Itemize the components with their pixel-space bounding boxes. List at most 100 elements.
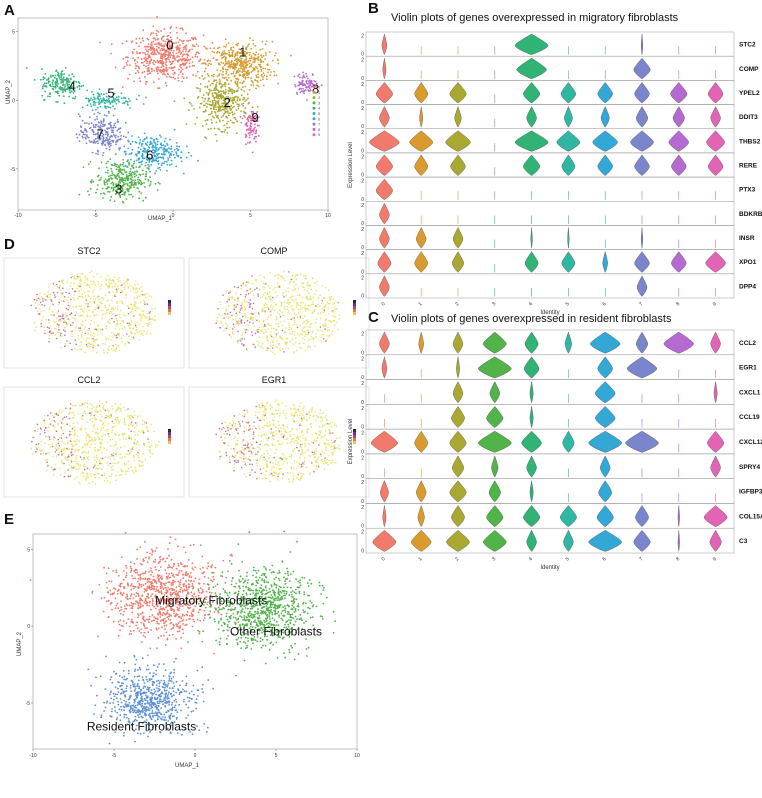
feature-point: [289, 305, 292, 308]
feature-point: [287, 299, 289, 301]
feature-point: [147, 441, 150, 444]
umap-a-point: [156, 143, 159, 146]
umap-a-point: [209, 100, 212, 103]
umap-a-point: [218, 120, 221, 123]
umap-a-point: [151, 149, 154, 152]
feature-point: [84, 279, 87, 281]
feature-point: [317, 313, 320, 315]
feature-point: [86, 402, 89, 404]
umap-a-point: [235, 43, 238, 46]
feature-point: [255, 329, 257, 331]
umap-a-point: [159, 69, 162, 72]
feature-point: [66, 449, 69, 451]
umap-a-point: [223, 106, 225, 108]
umap-a-point: [105, 181, 108, 184]
feature-point: [93, 328, 96, 331]
feature-point: [84, 458, 86, 461]
umap-a-point: [220, 61, 223, 64]
feature-point: [83, 410, 86, 413]
feature-point: [258, 406, 261, 409]
feature-point: [255, 319, 258, 322]
feature-point: [142, 430, 145, 433]
feature-point: [116, 314, 119, 316]
umap-a-point: [211, 101, 214, 104]
umap-a-point: [254, 118, 257, 121]
feature-point: [289, 442, 292, 444]
umap-a-point: [66, 84, 69, 87]
feature-point: [114, 328, 117, 330]
feature-point: [119, 403, 122, 406]
umap-a-point: [236, 70, 239, 73]
umap-a-point: [109, 103, 112, 105]
umap-a-cluster-label: 4: [69, 79, 76, 94]
feature-point: [66, 315, 68, 317]
feature-point: [221, 314, 223, 317]
umap-a-point: [175, 46, 178, 49]
umap-a-point: [63, 73, 65, 75]
umap-a-point: [100, 132, 102, 134]
feature-point: [60, 450, 63, 453]
feature-point: [56, 323, 59, 325]
umap-a-point: [61, 91, 64, 94]
umap-a-point: [169, 148, 172, 151]
feature-plot-egr1: EGR1: [188, 375, 370, 498]
feature-point: [110, 445, 112, 447]
feature-point: [103, 424, 105, 427]
umap-a-point: [178, 47, 180, 50]
feature-point: [128, 335, 130, 338]
feature-point: [129, 449, 132, 451]
feature-point: [251, 275, 253, 277]
feature-point: [260, 281, 263, 283]
feature-point: [64, 345, 66, 348]
feature-point: [81, 321, 84, 323]
umap-a-point: [104, 102, 106, 105]
umap-a-point: [196, 56, 199, 58]
feature-point: [30, 447, 32, 450]
feature-plot-title: STC2: [77, 246, 100, 256]
feature-point: [268, 295, 270, 298]
feature-point: [251, 334, 254, 337]
feature-point: [268, 291, 271, 293]
umap-a-point: [180, 66, 183, 69]
umap-a-point: [103, 180, 105, 182]
umap-a-point: [215, 79, 218, 82]
umap-a-point: [72, 88, 75, 91]
feature-point: [135, 443, 138, 446]
feature-point: [84, 477, 87, 480]
umap-a-point: [289, 54, 292, 57]
feature-plot-points: [30, 400, 160, 485]
umap-a-point: [135, 141, 138, 144]
umap-a-point: [98, 179, 100, 182]
feature-point: [281, 348, 284, 350]
feature-point: [288, 326, 291, 329]
umap-a-point: [225, 71, 228, 73]
feature-point: [48, 340, 50, 343]
colorbar-step: [168, 300, 171, 303]
umap-a-point: [239, 74, 242, 77]
feature-point: [295, 304, 298, 306]
umap-a-legend-label: 9: [318, 132, 321, 137]
feature-point: [110, 308, 113, 310]
feature-plot-title: CCL2: [77, 375, 100, 385]
umap-a-point: [273, 74, 276, 77]
feature-point: [314, 321, 317, 324]
umap-a-point: [222, 68, 225, 71]
umap-a-point: [247, 45, 249, 47]
feature-point: [107, 428, 109, 431]
feature-point: [124, 285, 127, 287]
feature-point: [330, 310, 333, 313]
umap-a-point: [250, 55, 253, 58]
umap-a-point: [157, 31, 160, 33]
umap-a-point: [255, 132, 257, 135]
umap-a-point: [149, 60, 151, 63]
umap-a-point: [155, 148, 158, 151]
umap-a-point: [94, 119, 96, 121]
feature-point: [71, 335, 73, 338]
feature-point: [93, 423, 96, 426]
umap-a-point: [177, 46, 180, 49]
umap-a-point: [261, 40, 264, 43]
feature-point: [42, 452, 45, 455]
feature-point: [296, 350, 298, 352]
feature-point: [285, 405, 287, 408]
umap-a-point: [264, 43, 267, 46]
